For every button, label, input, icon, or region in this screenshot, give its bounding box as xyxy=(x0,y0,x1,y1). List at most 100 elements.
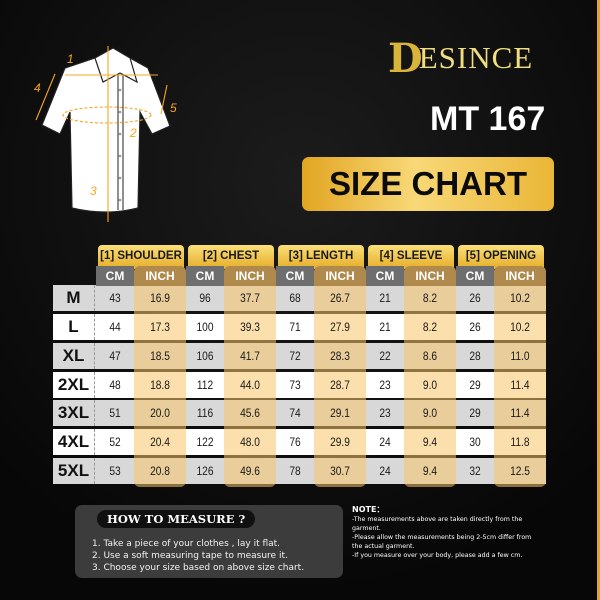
cell-cm: 22 xyxy=(379,349,391,363)
group-header: [5] OPENING xyxy=(458,245,544,269)
cell-cm: 28 xyxy=(469,349,481,363)
how-to-step: 1. Take a piece of your clothes , lay it… xyxy=(92,539,281,549)
size-label: 5XL xyxy=(53,458,95,484)
size-chart-title: SIZE CHART xyxy=(302,157,554,211)
unit-header-cm: CM xyxy=(96,266,134,286)
label-4: 4 xyxy=(34,81,41,95)
cell-inch: 11.4 xyxy=(510,406,530,420)
cell-inch: 18.8 xyxy=(150,378,170,392)
cell-cm: 23 xyxy=(379,406,391,420)
cell-inch: 45.6 xyxy=(240,406,260,420)
unit-header-cm: CM xyxy=(366,266,404,286)
cell-inch: 16.9 xyxy=(150,291,170,305)
cell-cm: 43 xyxy=(109,291,121,305)
cell-inch: 30.7 xyxy=(330,464,350,478)
cell-inch: 11.8 xyxy=(510,435,530,449)
how-to-title: HOW TO MEASURE ? xyxy=(97,510,256,528)
cell-cm: 106 xyxy=(196,349,214,363)
cell-inch: 9.4 xyxy=(422,464,438,478)
group-header: [4] SLEEVE xyxy=(368,245,454,269)
note-line: -The measurements above are taken direct… xyxy=(352,516,523,532)
unit-header-inch: INCH xyxy=(134,266,186,286)
group-header: [3] LENGTH xyxy=(278,245,364,269)
cell-cm: 112 xyxy=(196,378,214,392)
note-panel: NOTE： -The measurements above are taken … xyxy=(352,505,542,560)
cell-inch: 28.7 xyxy=(330,378,350,392)
cell-inch: 9.0 xyxy=(422,378,438,392)
cell-inch: 37.7 xyxy=(240,291,260,305)
inch-column-highlight xyxy=(404,266,456,487)
cell-cm: 52 xyxy=(109,435,121,449)
cell-inch: 27.9 xyxy=(330,320,350,334)
inch-column-highlight xyxy=(224,266,276,487)
cell-cm: 32 xyxy=(469,464,481,478)
size-label: 3XL xyxy=(53,400,95,426)
how-to-step: 2. Use a soft measuring tape to measure … xyxy=(92,551,288,561)
group-header: [1] SHOULDER xyxy=(98,245,184,269)
cell-cm: 26 xyxy=(469,320,481,334)
size-label: XL xyxy=(53,343,95,369)
unit-header-inch: INCH xyxy=(494,266,546,286)
cell-inch: 11.4 xyxy=(510,378,530,392)
model-number: MT 167 xyxy=(430,100,546,138)
cell-inch: 10.2 xyxy=(510,320,530,334)
label-3: 3 xyxy=(90,184,97,198)
cell-cm: 51 xyxy=(109,406,121,420)
cell-cm: 29 xyxy=(469,378,481,392)
cell-cm: 44 xyxy=(109,320,121,334)
cell-inch: 20.8 xyxy=(150,464,170,478)
cell-cm: 76 xyxy=(289,435,301,449)
cell-cm: 21 xyxy=(379,291,391,305)
cell-cm: 29 xyxy=(469,406,481,420)
cell-cm: 73 xyxy=(289,378,301,392)
cell-cm: 78 xyxy=(289,464,301,478)
unit-header-cm: CM xyxy=(186,266,224,286)
cell-inch: 10.2 xyxy=(510,291,530,305)
cell-cm: 24 xyxy=(379,464,391,478)
orange-edge xyxy=(597,0,600,600)
cell-cm: 116 xyxy=(196,406,214,420)
note-line: -If you measure over your body, please a… xyxy=(352,552,523,559)
cell-inch: 44.0 xyxy=(240,378,260,392)
how-to-step: 3. Choose your size based on above size … xyxy=(92,563,305,573)
cell-cm: 26 xyxy=(469,291,481,305)
size-label: M xyxy=(53,285,95,311)
cell-inch: 17.3 xyxy=(150,320,170,334)
cell-cm: 47 xyxy=(109,349,121,363)
unit-header-inch: INCH xyxy=(314,266,366,286)
logo-rest: ESINCE xyxy=(418,40,534,75)
cell-cm: 30 xyxy=(469,435,481,449)
size-label: 2XL xyxy=(53,372,95,398)
cell-inch: 18.5 xyxy=(150,349,170,363)
size-label: L xyxy=(53,314,95,340)
cell-cm: 53 xyxy=(109,464,121,478)
brand-logo: D ESINCE xyxy=(388,35,534,82)
cell-inch: 12.5 xyxy=(510,464,530,478)
how-to-measure-panel: HOW TO MEASURE ? 1. Take a piece of your… xyxy=(75,505,343,578)
cell-inch: 29.1 xyxy=(330,406,350,420)
cell-cm: 100 xyxy=(196,320,214,334)
unit-header-cm: CM xyxy=(276,266,314,286)
unit-header-inch: INCH xyxy=(404,266,456,286)
cell-inch: 11.0 xyxy=(510,349,530,363)
cell-inch: 9.0 xyxy=(422,406,438,420)
group-header: [2] CHEST xyxy=(188,245,274,269)
cell-cm: 126 xyxy=(196,464,214,478)
cell-inch: 39.3 xyxy=(240,320,260,334)
cell-inch: 8.2 xyxy=(422,320,438,334)
cell-cm: 72 xyxy=(289,349,301,363)
note-title: NOTE： xyxy=(352,505,385,514)
cell-cm: 71 xyxy=(289,320,301,334)
cell-inch: 49.6 xyxy=(240,464,260,478)
cell-cm: 24 xyxy=(379,435,391,449)
label-5: 5 xyxy=(170,101,177,115)
cell-cm: 21 xyxy=(379,320,391,334)
cell-inch: 20.0 xyxy=(150,406,170,420)
cell-inch: 41.7 xyxy=(240,349,260,363)
size-label: 4XL xyxy=(53,429,95,455)
cell-inch: 8.6 xyxy=(422,349,438,363)
note-line: -Please allow the measurements being 2-5… xyxy=(352,534,532,550)
label-2: 2 xyxy=(129,126,137,140)
shirt-diagram-icon: 1 2 3 4 5 xyxy=(34,46,177,222)
cell-inch: 26.7 xyxy=(330,291,350,305)
